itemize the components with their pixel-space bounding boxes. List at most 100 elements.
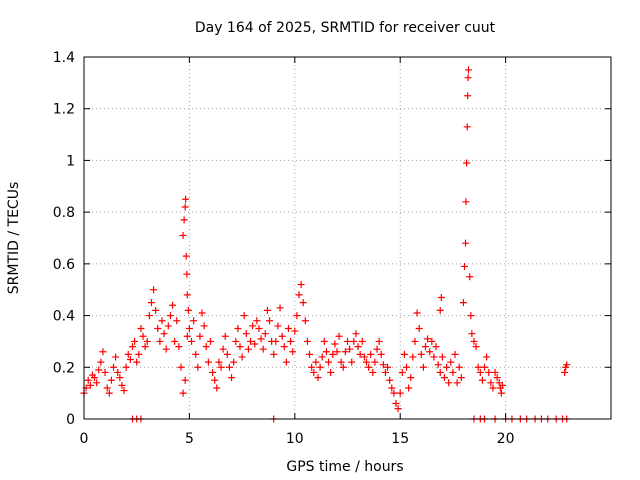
- y-axis-label: SRMTID / TECUs: [6, 182, 22, 295]
- data-point: [384, 363, 392, 371]
- data-point: [228, 374, 236, 382]
- data-point: [206, 337, 214, 345]
- data-point: [419, 363, 427, 371]
- data-point: [312, 358, 320, 366]
- data-point: [103, 384, 111, 392]
- data-point: [379, 361, 387, 369]
- data-point: [137, 325, 145, 332]
- data-point: [215, 358, 223, 366]
- data-point: [405, 384, 413, 392]
- data-point: [467, 312, 475, 320]
- data-point: [362, 358, 370, 366]
- y-tick-label: 1.2: [53, 102, 75, 118]
- data-point: [280, 343, 288, 351]
- data-point: [211, 376, 219, 384]
- data-point: [289, 348, 297, 356]
- grid: [84, 57, 611, 419]
- data-point: [561, 368, 569, 376]
- data-point: [240, 312, 248, 320]
- data-point: [274, 322, 282, 330]
- x-tick-label: 5: [185, 431, 194, 447]
- data-point: [175, 343, 183, 351]
- data-point: [303, 337, 311, 345]
- data-point: [316, 363, 324, 371]
- data-point: [183, 291, 191, 299]
- data-point: [183, 270, 191, 278]
- data-point: [184, 306, 192, 314]
- data-point: [436, 306, 444, 314]
- data-point: [415, 325, 423, 332]
- data-point: [156, 337, 164, 345]
- data-point: [396, 389, 404, 397]
- data-point: [287, 337, 295, 345]
- data-point: [436, 368, 444, 376]
- data-point: [377, 350, 385, 358]
- data-point: [426, 348, 434, 356]
- data-point: [101, 368, 109, 376]
- data-point: [131, 337, 139, 345]
- data-point: [468, 330, 476, 338]
- data-point: [120, 387, 128, 395]
- data-point: [369, 368, 377, 376]
- data-point: [114, 368, 122, 376]
- data-point: [301, 317, 309, 325]
- data-point: [462, 198, 470, 206]
- data-point: [150, 286, 158, 294]
- data-point: [107, 376, 115, 384]
- data-point: [478, 376, 486, 384]
- data-point: [463, 159, 471, 167]
- y-tick-label: 0.8: [53, 205, 75, 221]
- data-point: [322, 348, 330, 356]
- data-point: [440, 374, 448, 382]
- data-point: [230, 358, 238, 366]
- data-point: [335, 332, 343, 340]
- data-point: [388, 384, 396, 392]
- data-point: [299, 299, 307, 307]
- x-tick-label: 0: [80, 431, 89, 447]
- data-point: [133, 358, 141, 366]
- data-point: [112, 353, 120, 361]
- data-point: [487, 379, 495, 387]
- data-point: [398, 368, 406, 376]
- data-point: [249, 322, 257, 330]
- data-point: [344, 337, 351, 345]
- data-point: [430, 353, 438, 361]
- data-point: [105, 389, 113, 397]
- data-point: [124, 350, 132, 358]
- data-point: [244, 345, 252, 353]
- data-point: [445, 379, 453, 387]
- data-point: [284, 325, 292, 332]
- data-point: [179, 231, 187, 239]
- data-point: [407, 374, 415, 382]
- data-point: [341, 348, 349, 356]
- data-point: [386, 376, 394, 384]
- data-point: [255, 325, 263, 332]
- data-point: [434, 361, 442, 369]
- data-point: [173, 317, 181, 325]
- data-point: [272, 337, 280, 345]
- data-point: [371, 358, 379, 366]
- data-point: [394, 405, 402, 413]
- data-point: [181, 203, 189, 211]
- data-point: [464, 66, 472, 74]
- data-point: [350, 337, 358, 345]
- data-point: [403, 363, 411, 371]
- data-point: [147, 299, 155, 307]
- data-point: [451, 350, 459, 358]
- data-point: [331, 340, 339, 348]
- data-point: [464, 74, 472, 82]
- data-point: [306, 350, 314, 358]
- data-point: [291, 327, 299, 335]
- data-point: [221, 332, 229, 340]
- data-point: [329, 350, 337, 358]
- data-point: [470, 337, 478, 345]
- data-point: [356, 350, 364, 358]
- data-point: [152, 306, 160, 314]
- data-point: [390, 389, 398, 397]
- data-point: [166, 312, 174, 320]
- data-point: [360, 353, 368, 361]
- data-point: [196, 332, 204, 340]
- data-point: [200, 322, 208, 330]
- data-point: [86, 381, 94, 389]
